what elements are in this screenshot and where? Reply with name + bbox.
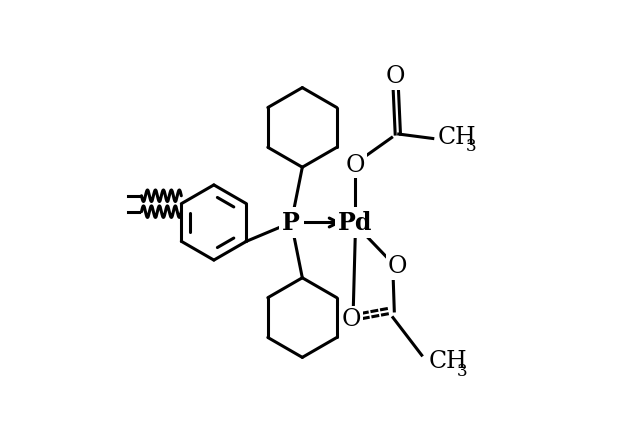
Text: O: O	[341, 308, 361, 331]
Text: CH: CH	[437, 126, 476, 149]
Text: O: O	[386, 65, 405, 88]
Text: Pd: Pd	[338, 210, 372, 235]
Text: P: P	[282, 210, 300, 235]
Text: O: O	[388, 255, 407, 278]
Text: 3: 3	[457, 363, 468, 380]
Text: CH: CH	[428, 350, 467, 373]
Text: 3: 3	[466, 138, 477, 155]
Text: O: O	[346, 154, 365, 177]
